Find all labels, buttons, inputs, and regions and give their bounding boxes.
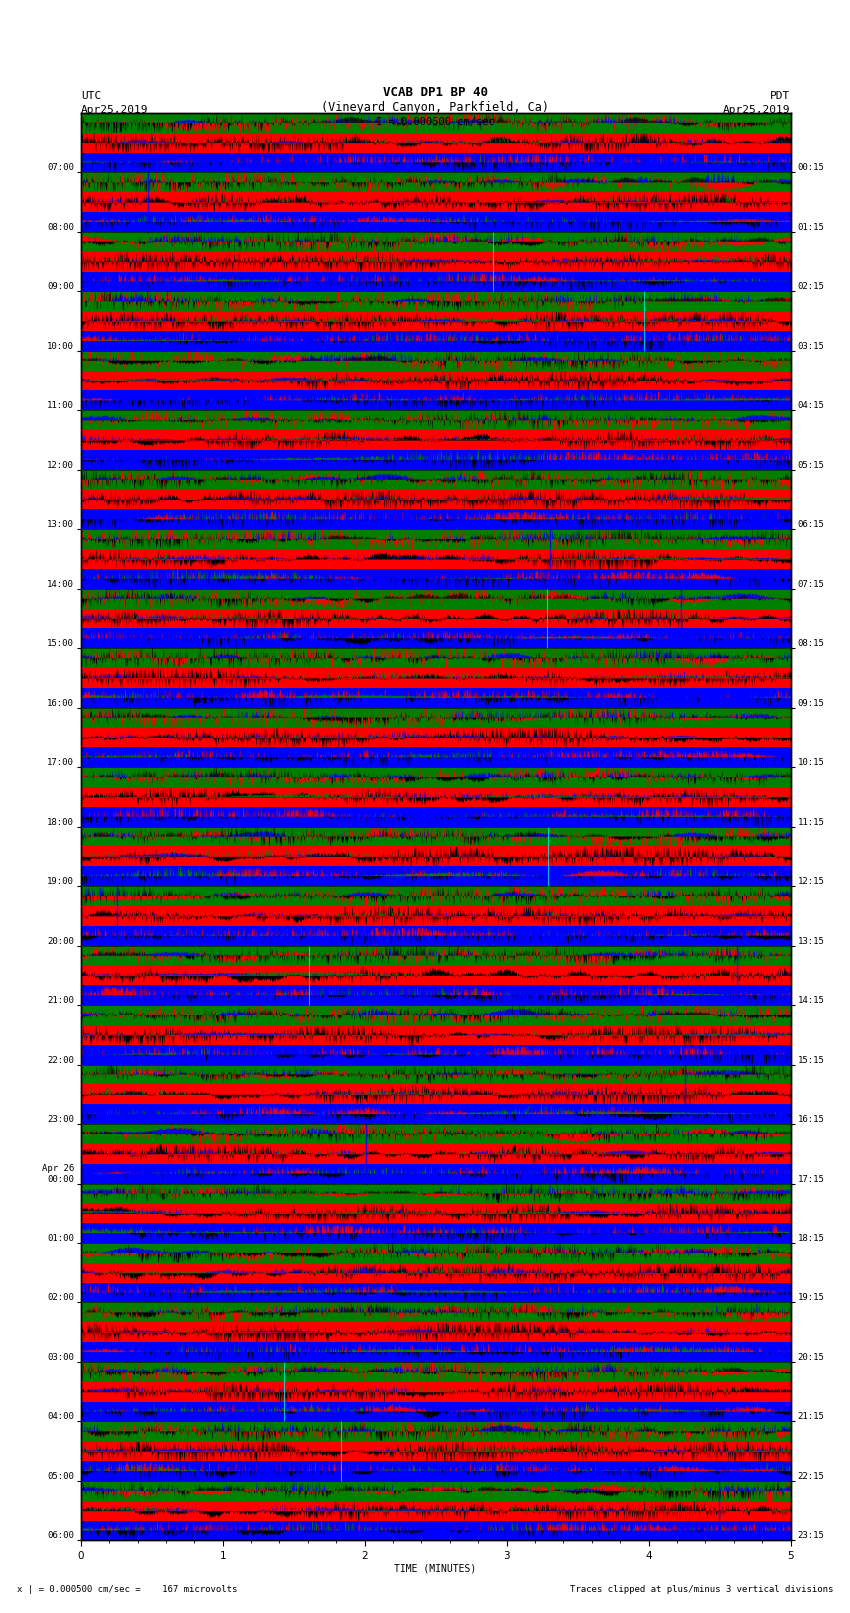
Text: Traces clipped at plus/minus 3 vertical divisions: Traces clipped at plus/minus 3 vertical … [570,1584,833,1594]
Text: I = 0.000500 cm/sec: I = 0.000500 cm/sec [376,116,495,127]
Text: VCAB DP1 BP 40: VCAB DP1 BP 40 [382,85,488,100]
Text: Apr25,2019: Apr25,2019 [81,105,148,115]
Text: PDT: PDT [770,90,790,100]
X-axis label: TIME (MINUTES): TIME (MINUTES) [394,1563,477,1574]
Text: UTC: UTC [81,90,101,100]
Text: (Vineyard Canyon, Parkfield, Ca): (Vineyard Canyon, Parkfield, Ca) [321,100,549,113]
Text: Apr25,2019: Apr25,2019 [723,105,791,115]
Text: x | = 0.000500 cm/sec =    167 microvolts: x | = 0.000500 cm/sec = 167 microvolts [17,1584,237,1594]
